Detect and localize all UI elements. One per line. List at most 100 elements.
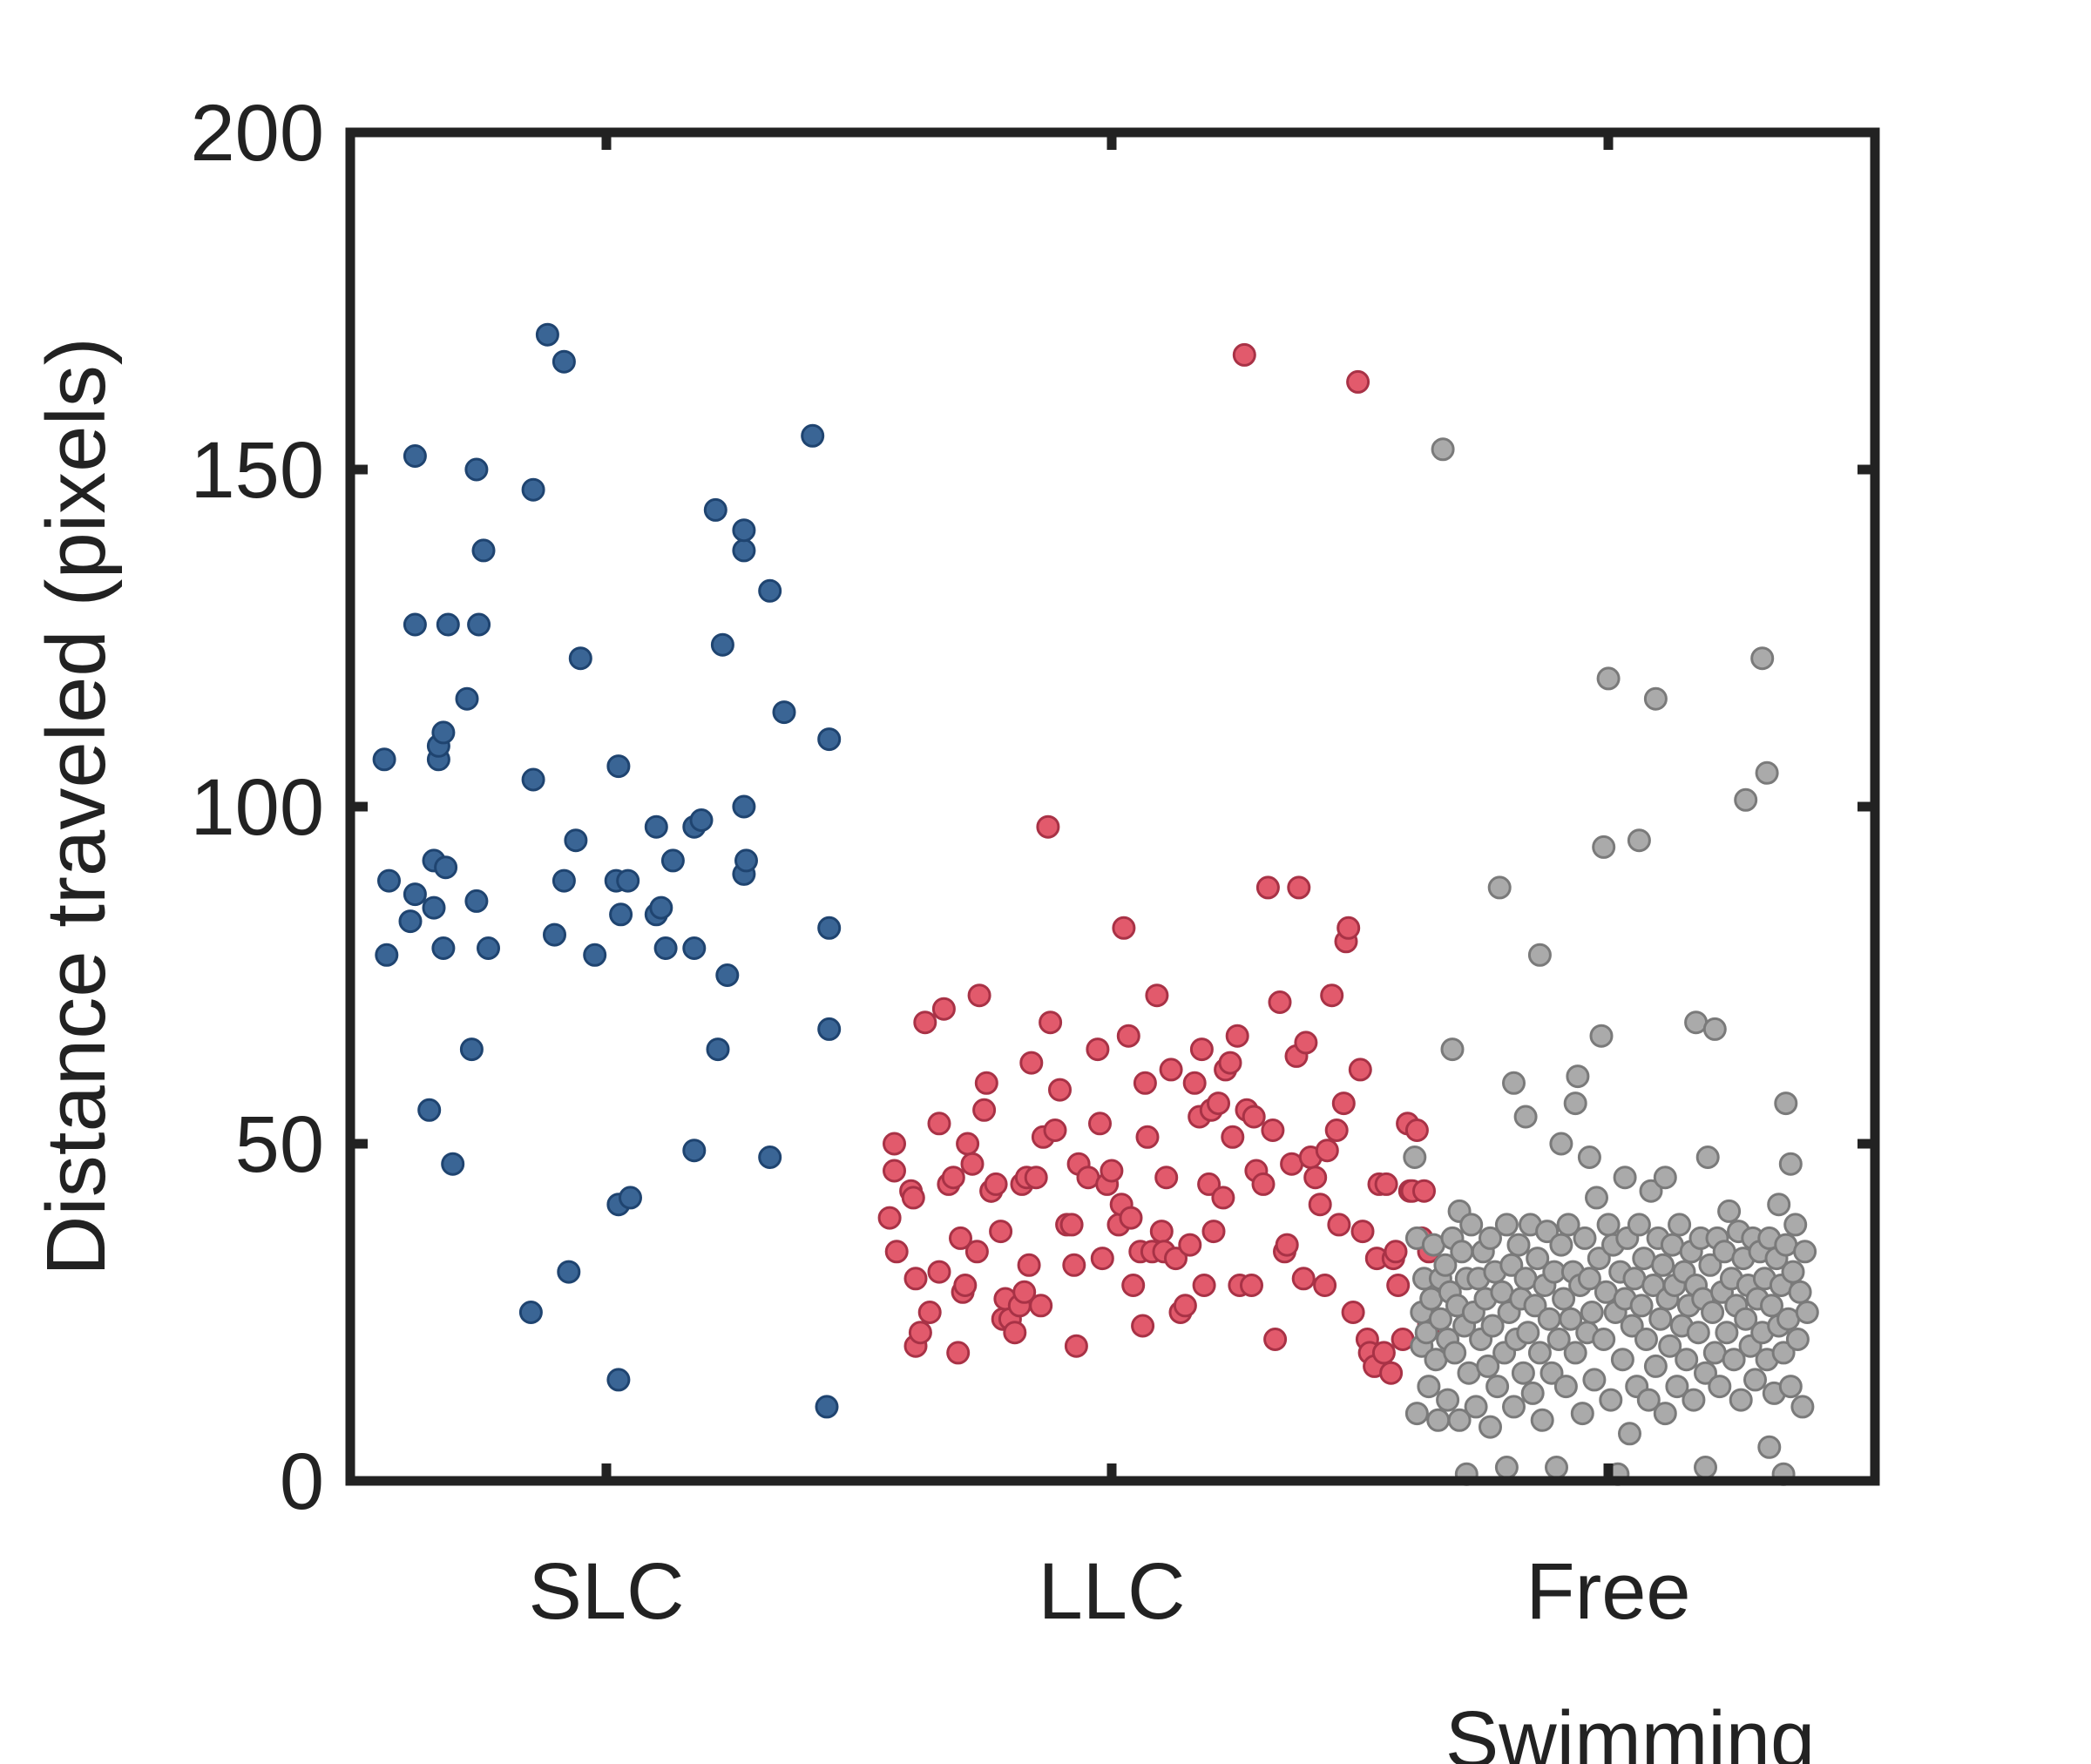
point-2-24 (1447, 1408, 1472, 1432)
point-0-5 (398, 909, 423, 934)
point-1-38 (1017, 1253, 1041, 1277)
point-0-59 (732, 518, 756, 543)
point-2-186 (1774, 1092, 1798, 1116)
point-1-36 (1012, 1280, 1037, 1304)
point-0-38 (606, 754, 631, 779)
point-2-53 (1506, 1233, 1531, 1257)
point-2-149 (1702, 1017, 1727, 1041)
point-1-29 (989, 1220, 1013, 1244)
point-0-17 (455, 686, 479, 711)
point-2-38 (1479, 1226, 1502, 1250)
point-2-192 (1783, 1213, 1808, 1237)
point-1-48 (1059, 1213, 1084, 1237)
point-0-28 (543, 923, 566, 947)
point-0-29 (552, 349, 576, 374)
point-2-69 (1539, 1361, 1564, 1385)
point-1-88 (1218, 1051, 1242, 1075)
point-1-134 (1386, 1274, 1411, 1297)
point-2-90 (1582, 1368, 1607, 1392)
point-2-181 (1767, 1193, 1791, 1217)
xtick-label-1-0: LLC (1039, 1547, 1186, 1636)
axis-ticks (350, 127, 1875, 1486)
point-2-21 (1443, 1341, 1467, 1365)
point-2-124 (1651, 1253, 1675, 1277)
point-0-47 (682, 1139, 707, 1163)
point-1-50 (1064, 1334, 1088, 1358)
point-1-74 (1164, 1247, 1188, 1271)
point-0-3 (403, 612, 427, 637)
ytick-label-200: 200 (191, 89, 325, 178)
point-2-144 (1694, 1456, 1717, 1479)
point-1-123 (1350, 1220, 1375, 1244)
point-0-49 (682, 936, 707, 960)
point-2-80 (1563, 1092, 1587, 1116)
point-0-62 (772, 700, 796, 725)
point-1-9 (913, 1010, 937, 1035)
point-0-54 (715, 963, 740, 987)
point-2-76 (1553, 1375, 1578, 1399)
point-1-11 (927, 1112, 951, 1136)
point-2-65 (1530, 1408, 1554, 1432)
point-2-13 (1428, 1307, 1452, 1331)
point-1-22 (964, 1240, 989, 1264)
point-2-51 (1502, 1395, 1526, 1419)
point-2-93 (1589, 1024, 1614, 1048)
point-1-122 (1348, 1058, 1372, 1082)
point-1-129 (1371, 1341, 1396, 1365)
point-2-121 (1643, 1354, 1668, 1378)
point-2-56 (1513, 1105, 1538, 1129)
point-1-66 (1133, 1071, 1157, 1095)
point-0-63 (801, 423, 825, 448)
point-2-185 (1771, 1341, 1796, 1365)
point-2-105 (1613, 1166, 1637, 1190)
point-2-87 (1577, 1146, 1601, 1169)
point-2-50 (1502, 1071, 1526, 1095)
point-1-78 (1182, 1071, 1207, 1095)
point-2-99 (1599, 1388, 1623, 1412)
point-1-119 (1336, 916, 1361, 940)
point-2-89 (1580, 1301, 1604, 1324)
point-1-49 (1062, 1253, 1086, 1277)
point-1-67 (1135, 1125, 1160, 1149)
point-2-191 (1781, 1260, 1805, 1284)
point-1-97 (1251, 1172, 1276, 1196)
point-2-30 (1459, 1213, 1484, 1237)
point-1-133 (1384, 1240, 1408, 1264)
point-2-128 (1658, 1334, 1682, 1358)
point-2-43 (1487, 875, 1512, 900)
point-1-3 (884, 1240, 909, 1264)
point-0-61 (758, 1146, 782, 1169)
point-1-1 (883, 1159, 906, 1183)
point-1-103 (1275, 1233, 1299, 1257)
point-1-111 (1308, 1193, 1332, 1217)
point-0-40 (616, 868, 640, 893)
point-0-14 (434, 855, 458, 880)
point-2-196 (1793, 1240, 1817, 1264)
point-2-81 (1563, 1341, 1587, 1365)
point-2-40 (1480, 1314, 1505, 1338)
point-1-90 (1225, 1024, 1249, 1048)
point-1-2 (883, 1132, 906, 1156)
point-2-176 (1757, 1435, 1782, 1459)
ytick-label-0: 0 (280, 1437, 324, 1526)
point-2-88 (1577, 1267, 1601, 1291)
point-1-12 (927, 1260, 951, 1284)
point-2-15 (1433, 1253, 1458, 1277)
point-0-41 (619, 1186, 642, 1210)
point-2-63 (1527, 943, 1552, 967)
point-2-195 (1790, 1395, 1815, 1419)
point-2-178 (1760, 1294, 1783, 1318)
point-1-130 (1374, 1172, 1398, 1196)
point-1-24 (972, 1098, 997, 1122)
point-0-27 (535, 322, 559, 347)
point-2-163 (1734, 787, 1758, 812)
point-2-11 (1426, 1408, 1451, 1432)
point-1-81 (1192, 1274, 1216, 1297)
point-1-73 (1159, 1058, 1183, 1082)
point-2-168 (1743, 1368, 1767, 1392)
point-1-61 (1116, 1024, 1140, 1048)
y-tick-labels: 0 50 100 150 200 (191, 89, 325, 1526)
point-0-53 (710, 632, 734, 657)
point-1-121 (1346, 369, 1370, 394)
